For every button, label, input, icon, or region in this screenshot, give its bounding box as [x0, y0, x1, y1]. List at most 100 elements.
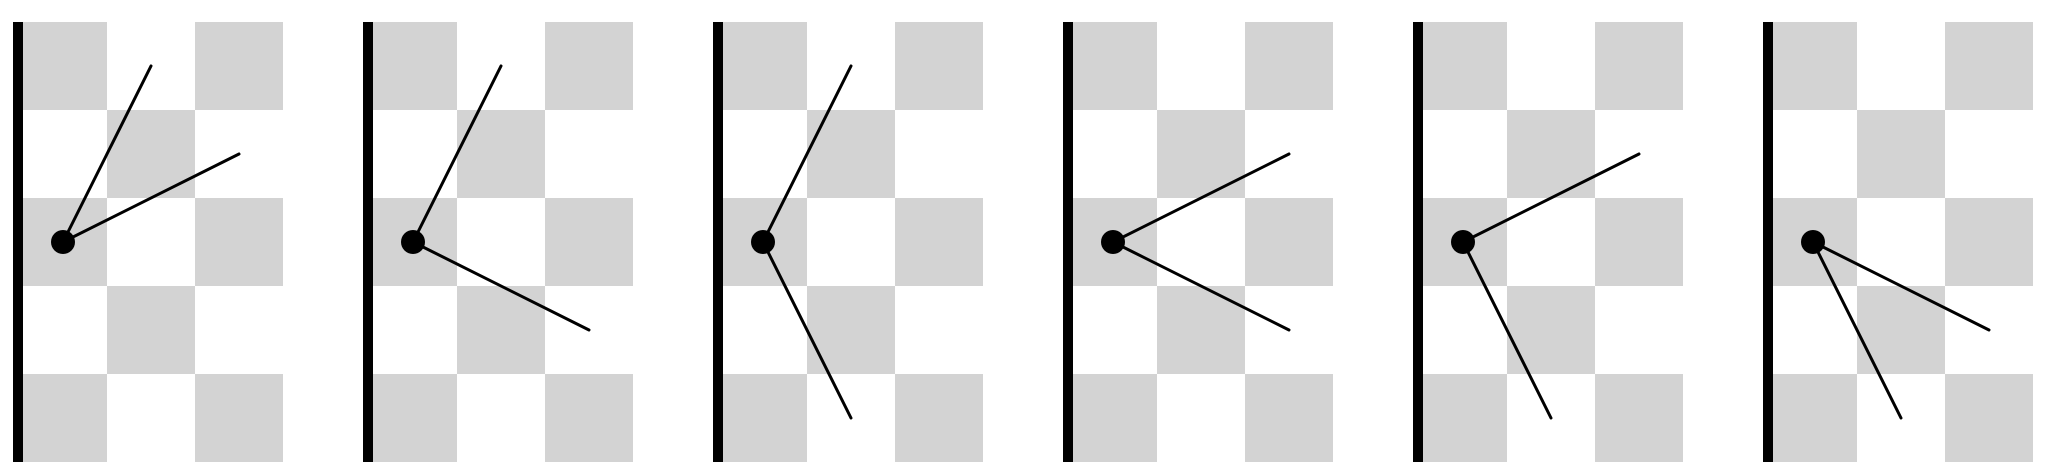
checker-cell-filled: [107, 286, 195, 374]
panel-5: [1413, 22, 1683, 462]
checker-cell-filled: [545, 22, 633, 110]
checker-cell-empty: [807, 198, 895, 286]
checker-cell-filled: [895, 198, 983, 286]
checker-cell-filled: [107, 110, 195, 198]
wall-bar: [13, 22, 23, 462]
pivot-dot: [1801, 230, 1825, 254]
checker-cell-empty: [1157, 22, 1245, 110]
checker-cell-filled: [545, 374, 633, 462]
checker-cell-filled: [1157, 286, 1245, 374]
ray-line-2: [411, 240, 591, 332]
wall-bar: [713, 22, 723, 462]
ray-line-1: [1461, 152, 1641, 244]
checker-cell-filled: [1069, 374, 1157, 462]
ray-line-1: [1111, 152, 1291, 244]
checker-cell-empty: [895, 110, 983, 198]
checker-cell-empty: [1595, 286, 1683, 374]
checker-cell-filled: [1769, 374, 1857, 462]
pivot-dot: [51, 230, 75, 254]
checker-cell-empty: [19, 110, 107, 198]
pivot-dot: [1451, 230, 1475, 254]
checker-cell-filled: [1945, 22, 2033, 110]
checker-cell-filled: [1857, 286, 1945, 374]
checker-cell-empty: [19, 286, 107, 374]
checker-cell-empty: [1069, 286, 1157, 374]
panel-1: [13, 22, 283, 462]
checker-cell-empty: [719, 110, 807, 198]
checker-cell-filled: [195, 374, 283, 462]
checker-cell-filled: [1069, 22, 1157, 110]
checker-cell-empty: [1945, 110, 2033, 198]
wall-bar: [1063, 22, 1073, 462]
checker-cell-empty: [1157, 374, 1245, 462]
checker-cell-filled: [1507, 286, 1595, 374]
checker-cell-filled: [457, 110, 545, 198]
checker-cell-empty: [1157, 198, 1245, 286]
checker-cell-empty: [1069, 110, 1157, 198]
pivot-dot: [751, 230, 775, 254]
checker-cell-filled: [545, 198, 633, 286]
wall-bar: [1413, 22, 1423, 462]
checker-cell-filled: [895, 374, 983, 462]
ray-line-1: [411, 64, 503, 244]
checker-cell-empty: [545, 110, 633, 198]
ray-line-1: [1811, 240, 1991, 332]
checker-cell-empty: [369, 286, 457, 374]
checker-cell-filled: [807, 110, 895, 198]
checker-cell-filled: [1419, 22, 1507, 110]
panel-6: [1763, 22, 2033, 462]
checker-cell-filled: [457, 286, 545, 374]
pivot-dot: [1101, 230, 1125, 254]
checker-cell-empty: [719, 286, 807, 374]
checker-cell-filled: [1595, 374, 1683, 462]
checker-cell-filled: [19, 22, 107, 110]
checker-cell-empty: [1507, 22, 1595, 110]
panel-2: [363, 22, 633, 462]
checker-cell-empty: [1769, 286, 1857, 374]
checker-cell-filled: [719, 22, 807, 110]
ray-line-2: [761, 240, 853, 420]
checker-cell-filled: [1945, 198, 2033, 286]
panel-4: [1063, 22, 1333, 462]
checker-cell-filled: [19, 374, 107, 462]
pivot-dot: [401, 230, 425, 254]
ray-line-2: [1111, 240, 1291, 332]
checker-cell-filled: [1945, 374, 2033, 462]
checker-cell-empty: [195, 286, 283, 374]
checker-cell-filled: [1769, 22, 1857, 110]
checker-cell-empty: [107, 374, 195, 462]
checker-cell-filled: [1245, 22, 1333, 110]
checker-cell-filled: [369, 22, 457, 110]
checker-cell-filled: [1857, 110, 1945, 198]
checker-cell-empty: [1857, 22, 1945, 110]
checker-cell-empty: [1419, 110, 1507, 198]
checker-cell-filled: [807, 286, 895, 374]
ray-line-1: [761, 64, 853, 244]
ray-line-2: [1461, 240, 1553, 420]
checker-cell-filled: [1507, 110, 1595, 198]
ray-line-1: [61, 64, 153, 244]
wall-bar: [1763, 22, 1773, 462]
checker-cell-empty: [1419, 286, 1507, 374]
panel-3: [713, 22, 983, 462]
checker-cell-filled: [195, 22, 283, 110]
checker-cell-filled: [1245, 198, 1333, 286]
checker-cell-filled: [369, 374, 457, 462]
checker-cell-filled: [1595, 198, 1683, 286]
checker-cell-filled: [1157, 110, 1245, 198]
checker-cell-filled: [1595, 22, 1683, 110]
checker-cell-empty: [1769, 110, 1857, 198]
checker-cell-filled: [895, 22, 983, 110]
checker-cell-empty: [457, 198, 545, 286]
checker-cell-empty: [1857, 198, 1945, 286]
checker-cell-filled: [1419, 374, 1507, 462]
checker-cell-empty: [107, 198, 195, 286]
checker-cell-empty: [457, 374, 545, 462]
checker-cell-filled: [719, 374, 807, 462]
ray-line-2: [61, 152, 241, 244]
ray-line-2: [1811, 240, 1903, 420]
checker-cell-empty: [895, 286, 983, 374]
wall-bar: [363, 22, 373, 462]
checker-cell-empty: [1507, 198, 1595, 286]
